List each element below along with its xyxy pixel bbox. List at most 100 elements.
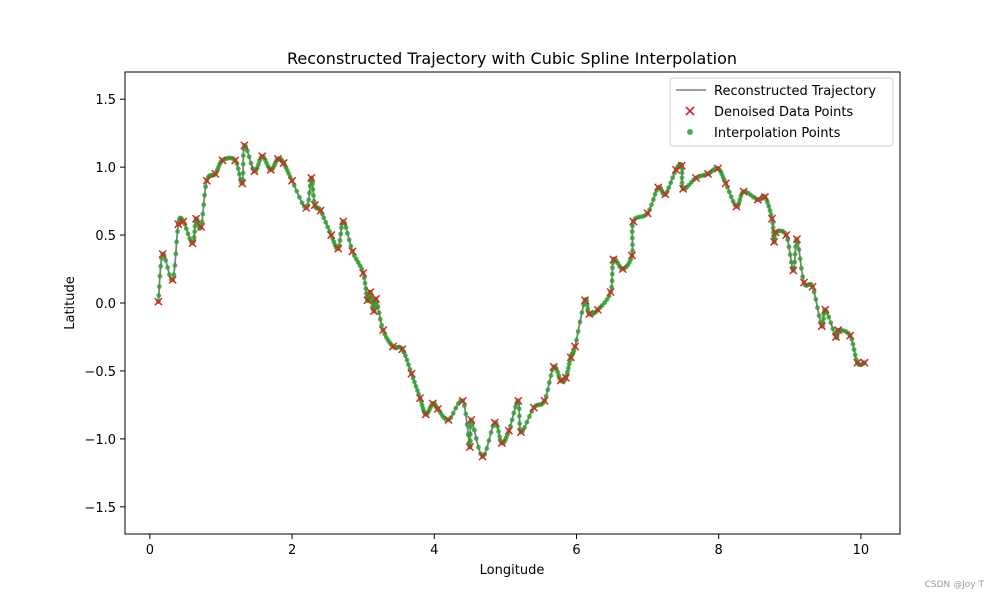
denoised-point [514,396,523,405]
denoised-point [691,173,701,183]
denoised-point [202,176,211,185]
denoised-point [629,217,638,226]
denoised-point [174,220,183,229]
interpolation-point [548,373,554,379]
denoised-point [316,206,325,215]
interpolation-point [310,187,316,192]
interpolation-point [156,284,162,289]
interpolation-point [413,384,419,389]
interpolation-point [792,251,798,257]
interpolation-point [850,341,856,347]
interpolation-point [545,387,551,393]
denoised-point [359,268,368,278]
denoised-point [661,190,670,199]
interpolation-point [670,175,676,181]
legend-label-denoised: Denoised Data Points [714,105,853,120]
denoised-point [366,287,375,297]
interpolation-point [630,242,635,248]
denoised-point [585,309,594,319]
denoised-point [273,154,282,164]
interpolation-point [566,365,571,371]
denoised-point [421,410,430,419]
denoised-point [606,287,615,297]
denoised-point [371,294,381,304]
chart-title: Reconstructed Trajectory with Cubic Spli… [287,49,737,68]
interpolation-point [495,424,500,429]
interpolation-point [565,369,570,375]
denoised-point [654,183,663,192]
interpolation-point [800,274,806,280]
interpolation-point [471,427,477,433]
y-tick-label: −1.5 [84,501,116,516]
interpolation-point [158,263,164,269]
interpolation-point [361,275,367,281]
denoised-point [713,164,723,173]
interpolation-point [167,272,172,277]
interpolation-point [852,352,858,358]
denoised-point [467,415,476,424]
interpolation-point [629,229,635,235]
y-tick-label: 0.0 [95,297,116,312]
interpolation-point [792,259,798,265]
denoised-point [860,358,869,367]
denoised-point [570,342,580,351]
y-tick-label: 0.5 [95,229,116,244]
denoised-point [497,438,506,448]
interpolation-point [157,273,163,279]
interpolation-point [297,194,302,200]
denoised-point [732,202,741,211]
interpolation-point [343,225,349,230]
interpolation-point [830,326,836,332]
denoised-point [211,169,220,179]
interpolation-point [337,238,343,243]
interpolation-point [604,297,610,302]
interpolation-point [488,430,494,435]
denoised-point [307,173,316,183]
denoised-point [258,152,267,161]
denoised-point [279,158,288,168]
denoised-point [168,275,177,285]
interpolation-point [666,185,672,191]
denoised-point [334,244,343,253]
denoised-point [302,203,311,213]
interpolation-point [476,444,481,450]
interpolation-point [339,225,344,231]
interpolation-point [401,349,407,355]
interpolation-point [403,353,408,359]
denoised-point [721,179,730,188]
interpolation-point [609,271,615,277]
interpolation-point [816,313,822,319]
interpolation-point [311,193,316,199]
interpolation-point [527,414,532,419]
interpolation-point [248,160,254,166]
interpolation-point [630,223,635,229]
x-tick-label: 0 [146,543,154,558]
trajectory-line [157,143,865,458]
denoised-point [266,165,275,174]
denoised-point [580,296,590,305]
interpolation-point [811,289,817,295]
denoised-point [753,195,762,204]
x-tick-label: 10 [853,543,870,558]
interpolation-point [379,322,385,328]
interpolation-point [202,192,208,198]
denoised-point [549,362,558,371]
interpolation-point [511,410,517,416]
interpolation-point [294,188,300,194]
denoised-point [703,169,713,179]
interpolation-point [652,191,658,197]
denoised-point [556,376,565,385]
interpolation-point [826,314,832,320]
denoised-point [348,247,357,256]
denoised-point [433,404,442,414]
interpolation-point [377,316,383,322]
denoised-point [398,345,407,354]
denoised-point [196,222,206,232]
interpolation-point [406,362,411,368]
interpolation-point [468,438,473,444]
interpolation-point [566,361,572,367]
denoised-point [529,403,538,412]
interpolation-point [497,434,502,439]
denoised-point [191,214,201,223]
interpolation-point [306,197,312,203]
